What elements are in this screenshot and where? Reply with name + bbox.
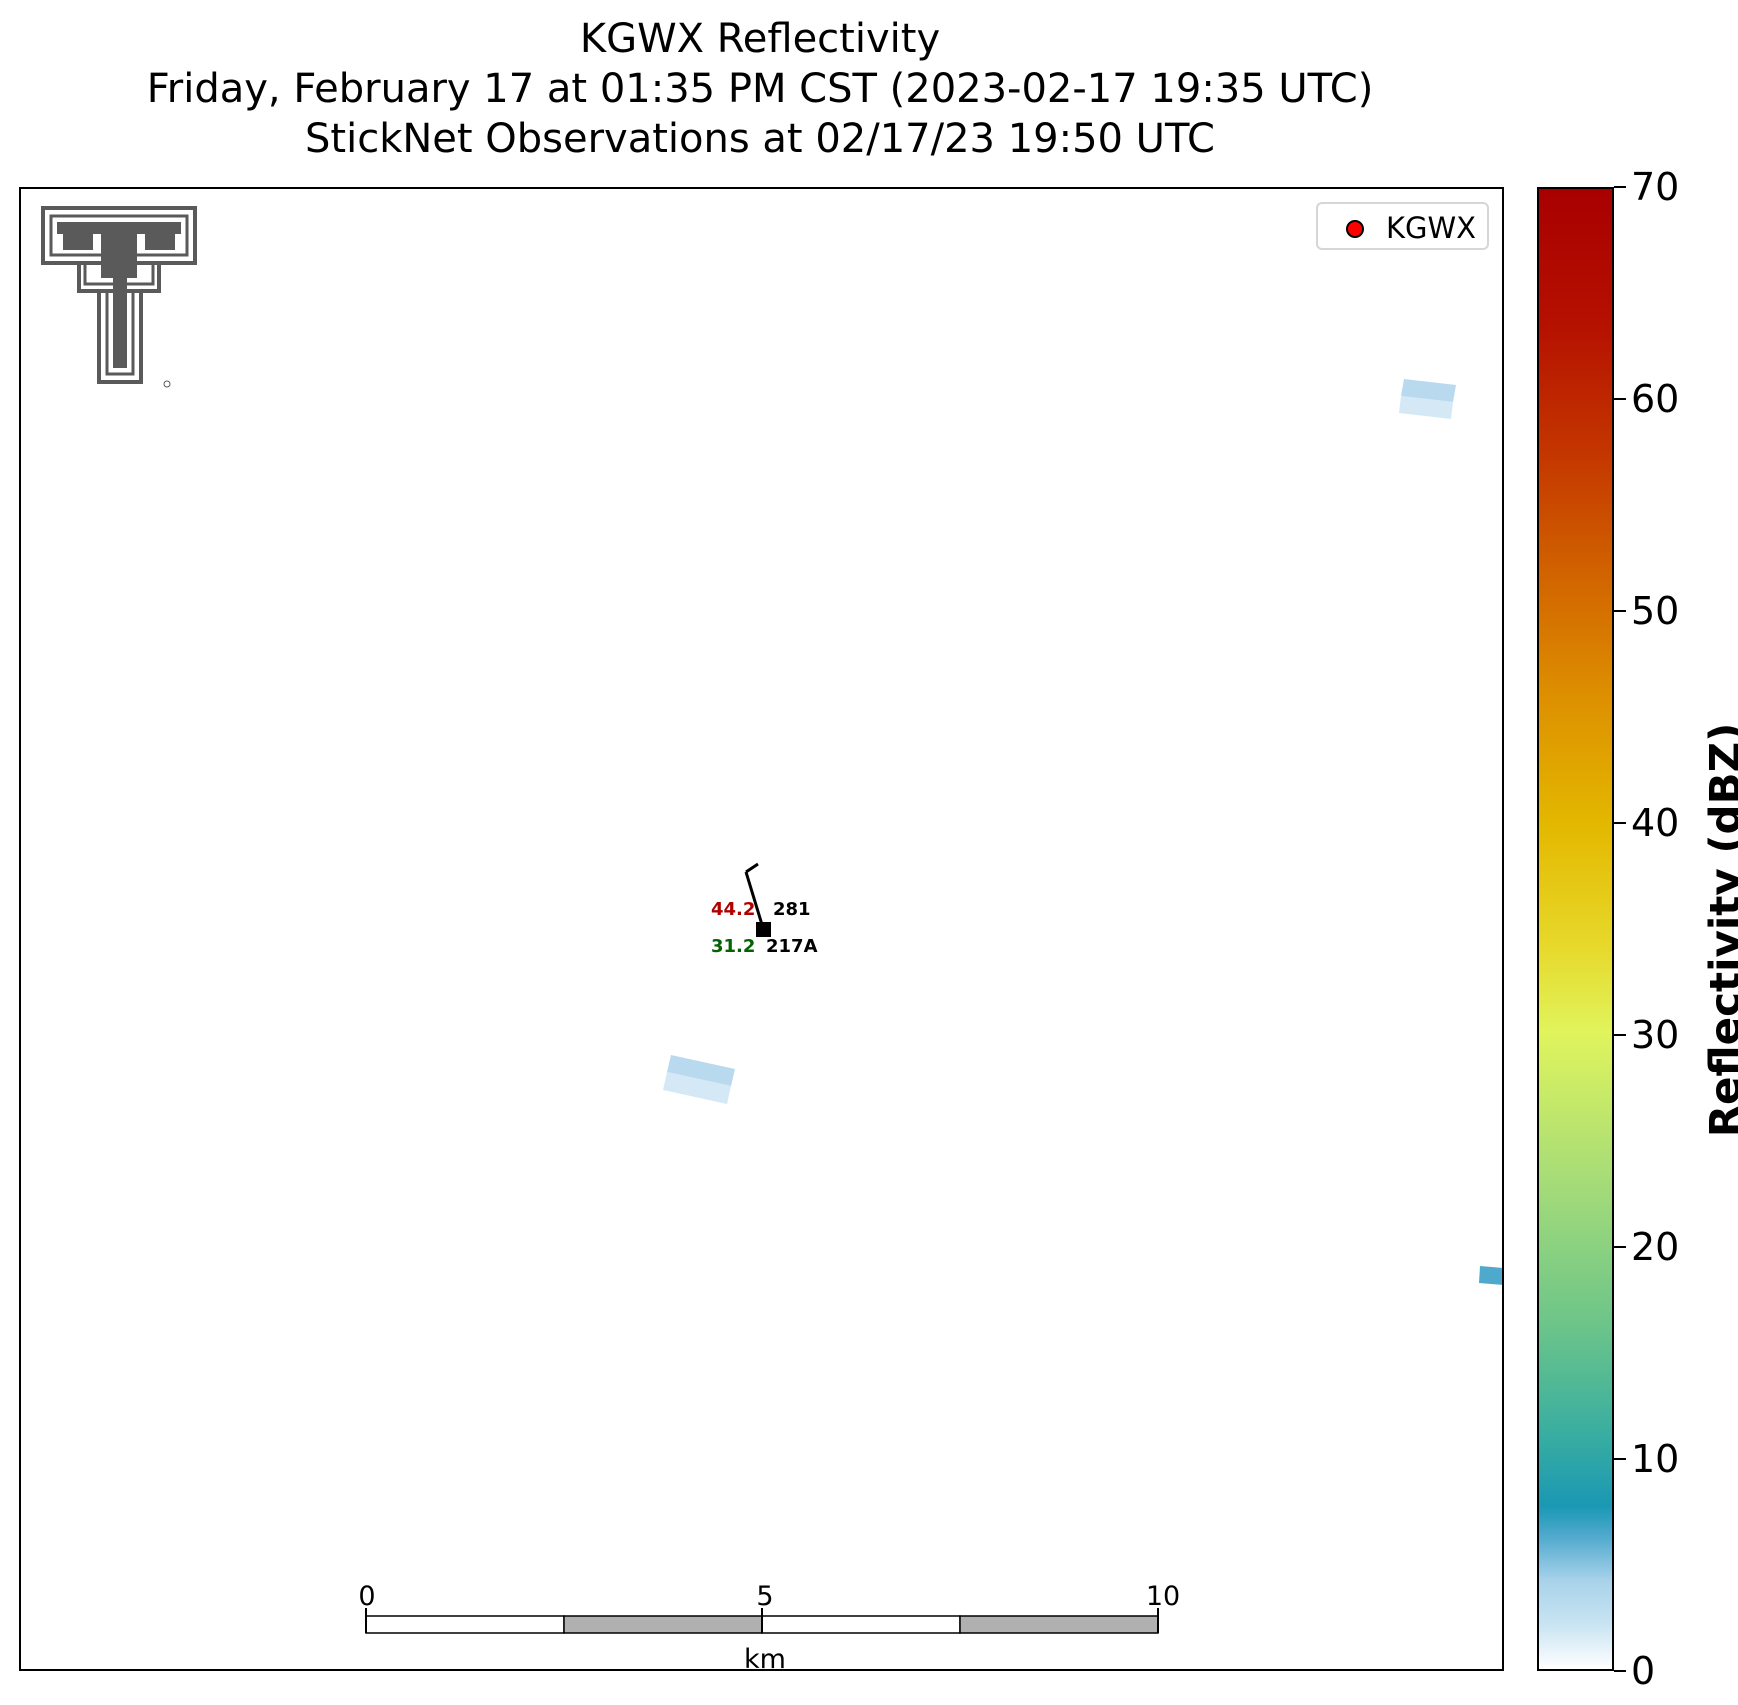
scale-bar-unit: km	[744, 1644, 786, 1671]
colorbar-tick-label: 0	[1631, 1649, 1656, 1693]
map-title: KGWX Reflectivity	[579, 16, 941, 62]
wind-barb-shaft	[744, 871, 765, 929]
colorbar-tick-label: 40	[1631, 801, 1680, 845]
colorbar-tick-label: 70	[1631, 165, 1680, 209]
colorbar-tick-label: 30	[1631, 1013, 1680, 1057]
radar-site-marker-icon	[1346, 220, 1364, 238]
colorbar-tickmark	[1614, 1246, 1626, 1248]
station-temperature: 44.2	[711, 899, 756, 920]
texas-tech-double-t-logo	[41, 206, 197, 388]
legend-label: KGWX	[1386, 211, 1477, 245]
colorbar-tickmark	[1614, 1034, 1626, 1036]
reflectivity-colorbar	[1537, 187, 1614, 1671]
station-dewpoint: 31.2	[711, 936, 756, 957]
station-id: 217A	[766, 936, 818, 957]
colorbar-tickmark	[1614, 398, 1626, 400]
colorbar-title: Reflectivity (dBZ)	[1700, 722, 1738, 1138]
wind-barb-flag	[745, 862, 759, 874]
scale-bar-tick-10: 10	[1145, 1581, 1181, 1612]
scale-bar-tick-5: 5	[756, 1581, 774, 1612]
scale-bar-tick-0: 0	[358, 1581, 376, 1612]
reflectivity-echo-center	[663, 1055, 735, 1104]
station-wind-direction: 281	[773, 899, 811, 920]
colorbar-tickmark	[1614, 1670, 1626, 1672]
colorbar-tick-label: 50	[1631, 589, 1680, 633]
colorbar-tickmark	[1614, 186, 1626, 188]
map-subtitle-time: Friday, February 17 at 01:35 PM CST (202…	[146, 66, 1374, 112]
colorbar-tickmark	[1614, 822, 1626, 824]
colorbar-tick-label: 60	[1631, 377, 1680, 421]
map-subtitle-observations: StickNet Observations at 02/17/23 19:50 …	[305, 116, 1215, 162]
reflectivity-echo-northeast	[1399, 379, 1456, 419]
map-legend: KGWX	[1316, 202, 1489, 250]
colorbar-tickmark	[1614, 610, 1626, 612]
radar-map-canvas	[365, 379, 1502, 1634]
station-marker	[756, 922, 771, 937]
station-plot-217a	[744, 862, 771, 937]
colorbar-tickmark	[1614, 1458, 1626, 1460]
reflectivity-echo-east-edge	[1479, 1266, 1502, 1285]
radar-map-panel: KGWX 44.2 281 31.2 217A 0 5 10 km	[19, 187, 1504, 1671]
colorbar-tick-label: 10	[1631, 1437, 1680, 1481]
scale-bar	[365, 1608, 1159, 1634]
colorbar-tick-label: 20	[1631, 1225, 1680, 1269]
